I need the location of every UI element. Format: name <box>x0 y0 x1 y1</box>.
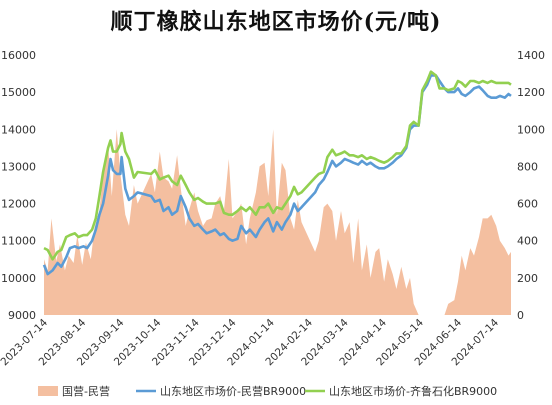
left-axis-tick-label: 14000 <box>1 123 36 136</box>
left-axis-tick-label: 10000 <box>1 272 36 285</box>
legend-label: 山东地区市场价-齐鲁石化BR9000 <box>329 384 497 398</box>
left-axis-tick-label: 9000 <box>8 309 36 322</box>
x-axis: 2023-07-142023-08-142023-09-142023-10-14… <box>0 316 501 368</box>
right-axis-tick-label: 0 <box>517 309 524 322</box>
left-axis-tick-label: 11000 <box>1 235 36 248</box>
chart-title: 顺丁橡胶山东地区市场价(元/吨) <box>110 9 442 35</box>
legend: 国营-民营 山东地区市场价-民营BR9000 山东地区市场价-齐鲁石化BR9000 <box>38 384 497 398</box>
left-axis: 9000 10000 11000 12000 13000 14000 15000 16000 <box>1 49 36 322</box>
right-axis-tick-label: 1000 <box>517 123 545 136</box>
right-axis: 0 200 400 600 800 1000 1200 1400 <box>517 49 545 322</box>
legend-label: 山东地区市场价-民营BR9000 <box>160 384 306 398</box>
watermark <box>64 97 75 113</box>
right-axis-tick-label: 200 <box>517 272 538 285</box>
series-line-2 <box>43 70 512 261</box>
right-axis-tick-label: 800 <box>517 160 538 173</box>
left-axis-tick-label: 12000 <box>1 198 36 211</box>
right-axis-tick-label: 1200 <box>517 86 545 99</box>
right-axis-tick-label: 1400 <box>517 49 545 62</box>
price-line-layer <box>42 70 512 276</box>
left-axis-tick-label: 15000 <box>1 86 36 99</box>
right-axis-tick-label: 400 <box>517 235 538 248</box>
right-axis-tick-label: 600 <box>517 198 538 211</box>
left-axis-tick-label: 16000 <box>1 49 36 62</box>
legend-swatch-area <box>38 386 58 396</box>
legend-label: 国营-民营 <box>62 384 110 398</box>
left-axis-tick-label: 13000 <box>1 160 36 173</box>
